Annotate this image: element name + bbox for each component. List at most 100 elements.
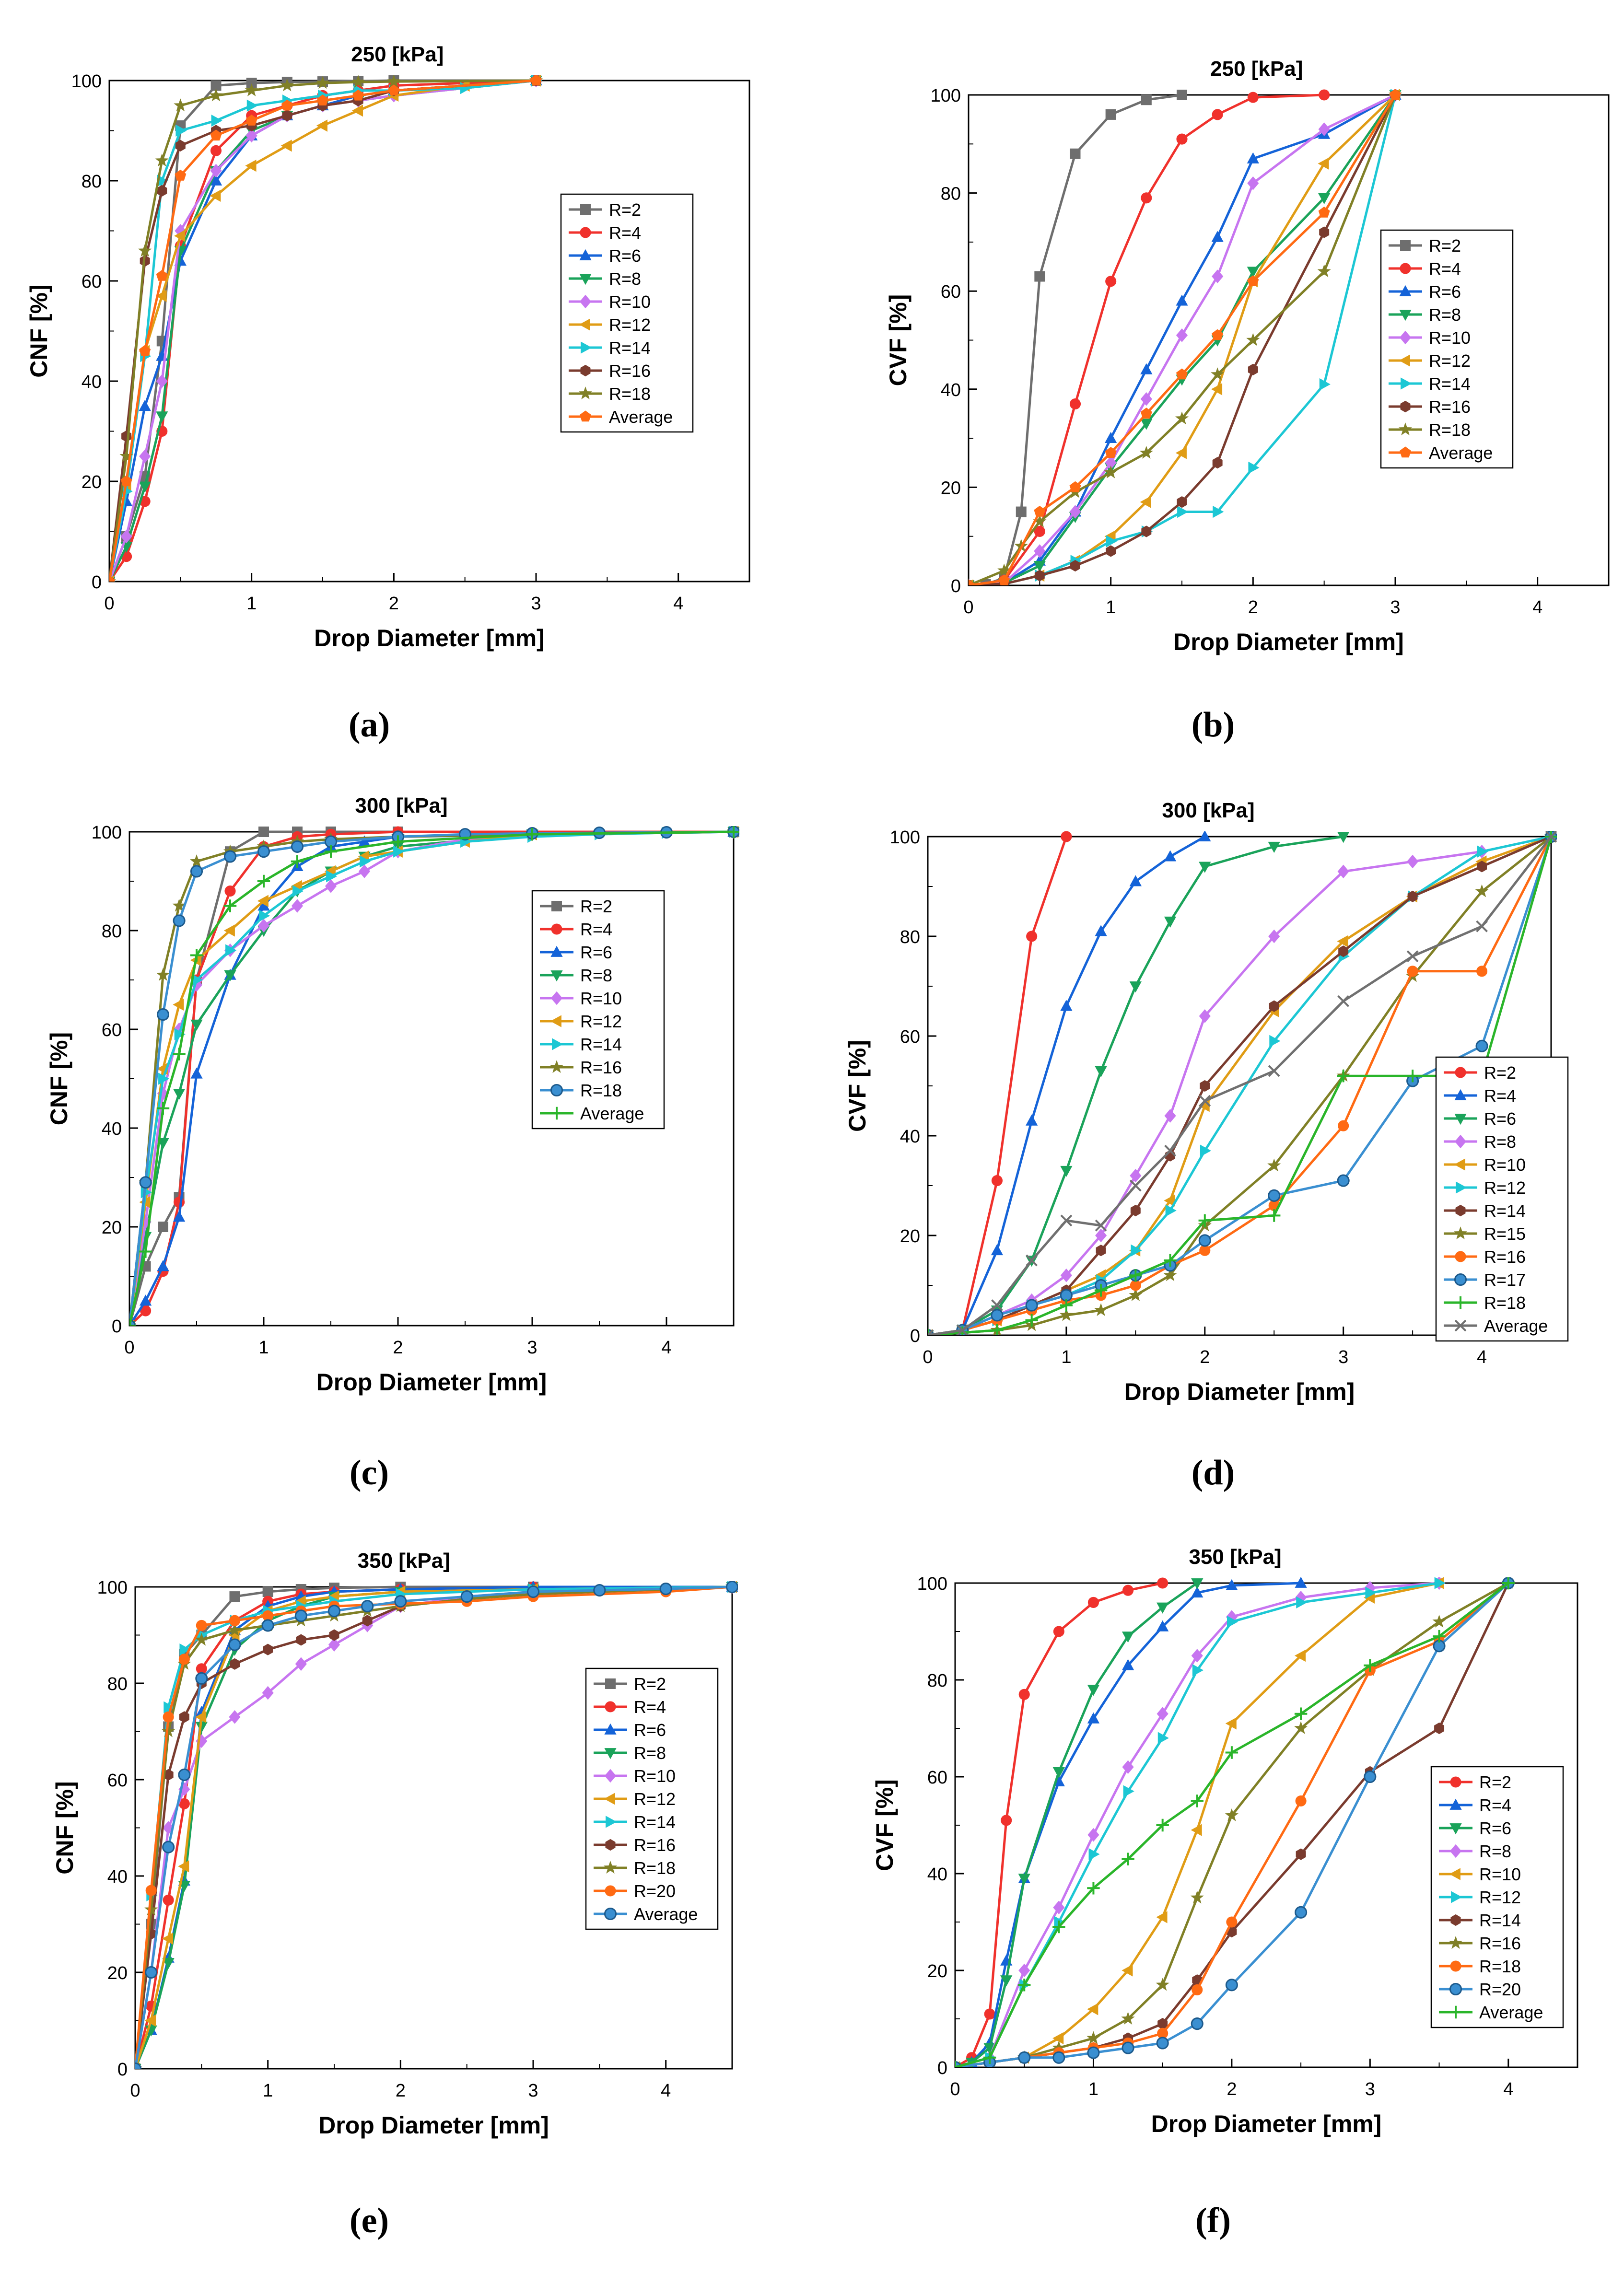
series-d-r8-point (1407, 854, 1419, 869)
series-d-r14-point (1096, 1245, 1106, 1257)
legend-label-e-3: R=8 (634, 1743, 666, 1763)
series-a-r18-point (138, 244, 152, 257)
legend-label-a-9: Average (609, 407, 673, 427)
legend-item-c-0: R=2 (540, 897, 612, 916)
series-b-r10-point (1140, 392, 1152, 406)
series-d-r4-point (1199, 831, 1211, 841)
y-tick-label-b-3: 60 (941, 282, 961, 302)
caption-d: (d) (1141, 1453, 1285, 1493)
series-b-average-point (1176, 368, 1188, 380)
series-f-average-point (1294, 1707, 1308, 1720)
series-e-r4-point (178, 1798, 190, 1809)
series-a-r16 (109, 75, 541, 582)
legend-label-d-4: R=10 (1484, 1155, 1526, 1175)
series-b-r8-point (1247, 267, 1259, 278)
legend-swatch-marker-b-3 (1399, 310, 1412, 321)
series-b-r8-point (1033, 561, 1046, 572)
series-d-r4-point (991, 1244, 1004, 1256)
series-d-r10-point (1164, 1194, 1175, 1207)
series-f-r10-point (1087, 2003, 1098, 2016)
series-c-average-point (526, 827, 539, 841)
legend-item-e-5: R=12 (594, 1789, 676, 1809)
series-a-average-point (156, 269, 168, 281)
legend-item-c-5: R=12 (540, 1012, 622, 1031)
series-e-r18-point (162, 1724, 175, 1737)
series-d-r14-point (1407, 890, 1418, 902)
legend-label-b-0: R=2 (1429, 236, 1461, 256)
series-c-r16-point (156, 967, 170, 981)
series-c-average-point (257, 874, 270, 888)
series-f-r4-point (1087, 1712, 1100, 1724)
legend-item-d-4: R=10 (1444, 1155, 1526, 1175)
series-e-r20-point (229, 1615, 241, 1626)
series-f-r2-point (984, 2008, 995, 2020)
series-a-r18-point (315, 76, 330, 89)
series-f-r18 (955, 1577, 1514, 2067)
series-d-average-point (1060, 1214, 1073, 1227)
series-f-r20-point (1052, 2051, 1065, 2064)
legend-item-a-1: R=4 (569, 223, 641, 243)
legend-item-c-6: R=14 (540, 1035, 622, 1054)
series-a-r8-line (109, 79, 537, 582)
legend-swatch-marker-b-0 (1400, 240, 1411, 251)
series-d-average-point (1164, 1144, 1176, 1157)
series-c-average-point (291, 855, 304, 868)
series-e-r12-point (195, 1711, 207, 1723)
series-d-r14-point (1269, 1000, 1279, 1012)
x-tick-label-e-2: 2 (396, 2081, 406, 2101)
series-a-average-point (316, 94, 329, 106)
legend-swatch-marker-c-8 (550, 1084, 563, 1097)
legend-item-d-3: R=8 (1444, 1132, 1516, 1152)
legend-item-b-1: R=4 (1389, 259, 1461, 279)
series-d-r4-line (928, 835, 1206, 1335)
series-a-average-point (352, 89, 364, 101)
series-b-r16-point (1141, 525, 1152, 537)
legend-item-b-4: R=10 (1389, 328, 1471, 348)
series-e-average-point (725, 1581, 738, 1594)
series-a-r6-point (210, 174, 222, 186)
series-a-average-point (388, 84, 400, 96)
legend-item-b-7: R=16 (1389, 397, 1471, 417)
series-c-r14-point (174, 1028, 186, 1040)
series-c-average-point (223, 899, 237, 912)
series-e-average-point (593, 1584, 606, 1597)
series-f-r6-point (1122, 1631, 1134, 1643)
series-e-r16-point (296, 1634, 306, 1646)
legend-label-c-8: R=18 (580, 1081, 622, 1100)
series-d-r16-point (1199, 1245, 1211, 1256)
series-e-r4-point (196, 1663, 207, 1675)
legend-item-a-3: R=8 (569, 269, 641, 289)
legend-label-b-5: R=12 (1429, 351, 1471, 371)
series-c-r10-point (140, 1215, 152, 1229)
series-e-r20-line (135, 1585, 733, 2069)
caption-f-text: (f) (1195, 2201, 1231, 2240)
series-d-average-point (1026, 1254, 1038, 1267)
series-f-average-point (1156, 1818, 1169, 1832)
legend-item-f-0: R=2 (1439, 1772, 1511, 1792)
series-d-average-point (928, 1329, 934, 1335)
series-f-r12-point (1088, 1848, 1100, 1861)
series-c-r10-point (291, 899, 304, 913)
series-a-average-point (210, 129, 222, 141)
series-a-r10-point (156, 374, 168, 388)
x-tick-label-d-2: 2 (1200, 1347, 1210, 1367)
series-d-r18-point (956, 1326, 969, 1335)
series-c-average-point (727, 826, 739, 839)
series-a-r16-line (109, 79, 537, 582)
y-tick-label-a-4: 80 (82, 172, 102, 192)
series-b-r16-point (1212, 457, 1223, 469)
series-a-average (109, 75, 542, 582)
x-tick-label-a-3: 3 (531, 594, 541, 614)
series-a-r18-point (209, 88, 223, 102)
series-b-r8-point (1318, 193, 1331, 205)
y-tick-label-d-5: 100 (890, 827, 920, 848)
series-a-r2 (109, 75, 541, 582)
series-a-average-point (139, 345, 151, 356)
x-tick-label-e-3: 3 (528, 2081, 538, 2101)
series-c-r12-point (173, 998, 184, 1011)
series-d-r17-point (1475, 1039, 1488, 1052)
legend-label-d-0: R=2 (1484, 1063, 1516, 1083)
y-tick-label-f-4: 80 (927, 1671, 947, 1691)
